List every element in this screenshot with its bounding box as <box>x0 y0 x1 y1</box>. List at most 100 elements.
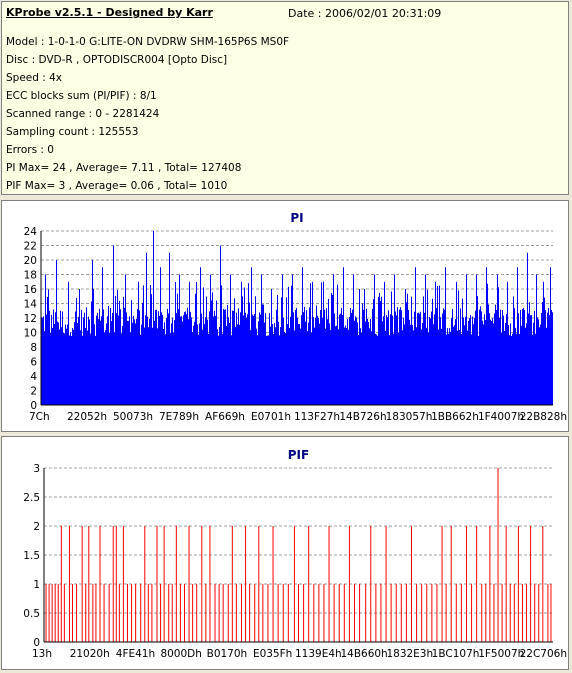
pi-bar <box>464 325 465 405</box>
pi-bar <box>42 317 43 405</box>
pi-bar <box>124 307 125 405</box>
pi-bar <box>312 281 313 405</box>
pi-bar <box>256 328 257 405</box>
pi-bar <box>479 309 480 405</box>
pi-bar <box>90 333 91 405</box>
pi-bar <box>122 325 123 405</box>
pi-bar <box>317 315 318 405</box>
pi-bar <box>362 303 363 405</box>
pi-bar <box>258 321 259 405</box>
pi-bar <box>68 281 69 405</box>
pi-bar <box>438 329 439 405</box>
pi-bar <box>199 323 200 405</box>
pi-bar <box>549 315 550 405</box>
pi-bar <box>87 330 88 405</box>
pi-bar <box>101 316 102 405</box>
pi-bar <box>414 311 415 405</box>
y-tick-label: 1 <box>33 579 40 591</box>
x-tick-label: 14B726h <box>339 411 386 423</box>
pi-bar <box>237 324 238 405</box>
pi-bar <box>81 309 82 405</box>
pi-bar <box>175 282 176 405</box>
pi-bar <box>53 309 54 405</box>
pi-bar <box>455 319 456 405</box>
pi-bar <box>249 302 250 405</box>
pi-bar <box>70 332 71 405</box>
pi-bar <box>448 333 449 405</box>
pi-bar <box>241 281 242 405</box>
pi-bar <box>218 335 219 405</box>
pi-bar <box>417 313 418 405</box>
pi-bar <box>59 329 60 405</box>
pi-bar <box>427 289 428 405</box>
pi-bar <box>446 334 447 405</box>
x-tick-label: B0170h <box>207 648 248 660</box>
pi-bar <box>83 317 84 405</box>
pi-bar <box>223 308 224 405</box>
pi-bar <box>340 313 341 405</box>
pi-bar <box>97 313 98 405</box>
pi-bar <box>358 334 359 405</box>
pi-bar <box>513 296 514 405</box>
pif-chart-panel: PIF 0 0.5 1 1.5 2 2.5 3 13h 21020h 4FE41h 8000Dh B01… <box>1 436 569 670</box>
x-tick-label: 1139E4h <box>295 648 342 660</box>
pi-bar <box>329 323 330 405</box>
pi-bar <box>552 312 553 405</box>
pi-bar <box>140 334 141 405</box>
pi-bar <box>298 324 299 405</box>
pi-bar <box>318 317 319 405</box>
pi-bar <box>480 306 481 405</box>
pi-bar <box>375 333 376 405</box>
pi-bar <box>84 312 85 405</box>
pi-bar <box>246 317 247 405</box>
pi-bar <box>138 281 139 405</box>
pi-bar <box>66 328 67 405</box>
pi-bar <box>382 321 383 405</box>
pi-bar <box>445 267 446 405</box>
pi-bar <box>129 316 130 405</box>
y-tick-label: 2 <box>30 386 37 398</box>
y-tick-label: 1.5 <box>23 550 40 562</box>
pi-bar <box>186 314 187 405</box>
pi-bar <box>243 315 244 405</box>
pi-bar <box>136 319 137 405</box>
pi-bar <box>476 274 477 405</box>
pi-bar <box>280 327 281 405</box>
x-tick-label: 183057h <box>386 411 433 423</box>
pi-bar <box>463 317 464 405</box>
pi-bar <box>424 312 425 405</box>
pi-bar <box>389 335 390 405</box>
pi-bar <box>511 336 512 405</box>
pi-bar <box>531 315 532 405</box>
pi-bar <box>94 324 95 405</box>
pi-bar <box>441 328 442 405</box>
pi-bar <box>234 298 235 405</box>
pi-bar <box>200 267 201 405</box>
pi-bar <box>409 319 410 405</box>
pi-bar <box>369 328 370 405</box>
pi-bar <box>69 335 70 405</box>
pi-bar <box>191 317 192 405</box>
x-tick-label: 21020h <box>70 648 110 660</box>
pi-bar <box>183 315 184 405</box>
pi-bar <box>541 313 542 405</box>
pi-bar <box>308 322 309 405</box>
pi-bar <box>504 330 505 405</box>
pi-bar <box>344 327 345 405</box>
pi-bar <box>226 325 227 405</box>
pi-bar <box>58 322 59 405</box>
pif-chart: PIF 0 0.5 1 1.5 2 2.5 3 13h 21020h 4FE41h 8000Dh B01… <box>23 448 567 660</box>
pi-bar <box>381 296 382 405</box>
pi-bar <box>181 316 182 405</box>
pi-bar <box>325 328 326 405</box>
pi-bar <box>169 252 170 405</box>
pi-bar <box>54 323 55 405</box>
pi-bar <box>535 333 536 405</box>
pi-bar <box>275 327 276 405</box>
pi-bar <box>356 317 357 405</box>
pi-bar <box>542 301 543 405</box>
pi-bar <box>302 267 303 405</box>
pi-bar <box>439 285 440 405</box>
pi-bar <box>303 312 304 405</box>
pi-bar <box>339 314 340 405</box>
